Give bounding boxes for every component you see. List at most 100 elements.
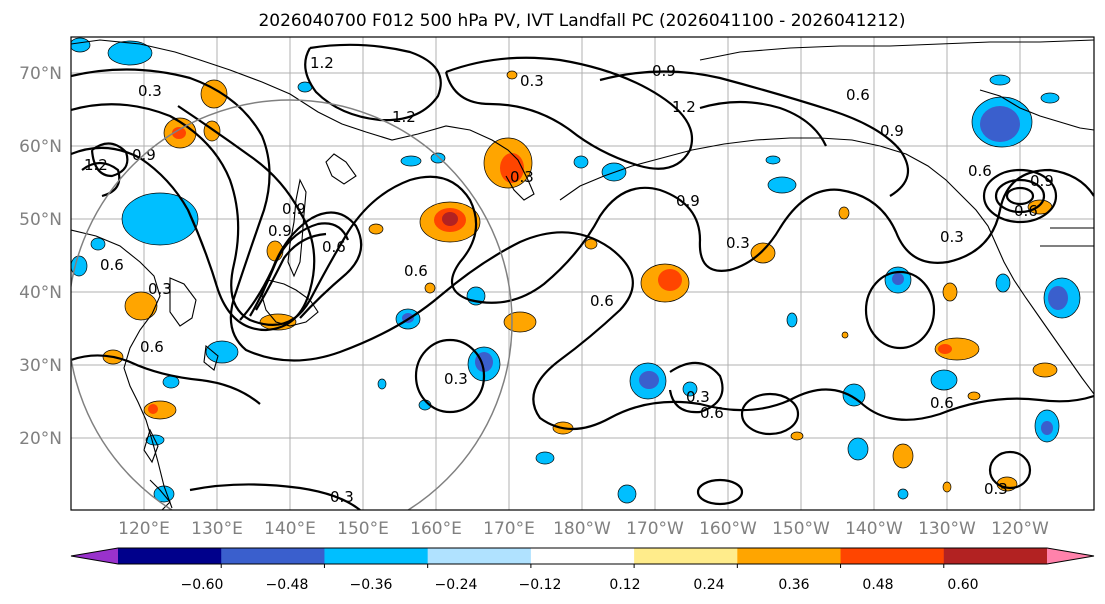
colorbar-segment <box>840 548 945 564</box>
pv-contour-0.6-south <box>71 68 1094 430</box>
lon-label-140w: 140°W <box>845 519 903 539</box>
shade-positive <box>838 206 850 220</box>
shade-negative <box>377 378 387 390</box>
shade-positive <box>124 291 158 321</box>
lon-label-120e: 120°E <box>118 519 170 539</box>
contour-label: 0.3 <box>520 72 544 90</box>
colorbar-extend-max <box>1047 548 1094 564</box>
contour-label: 0.9 <box>676 192 700 210</box>
coastlines <box>71 39 1094 510</box>
colorbar-tick-label: 0.48 <box>862 577 893 593</box>
colorbar-tick-label: −0.48 <box>266 577 309 593</box>
gridlines <box>71 37 1094 510</box>
coast-china <box>71 229 173 509</box>
shade-negative <box>1048 286 1068 310</box>
shade-positive <box>790 431 804 441</box>
pv-contour-trough-inner-3 <box>255 232 327 311</box>
figure-title: 2026040700 F012 500 hPa PV, IVT Landfall… <box>258 11 905 31</box>
pv-contour-trough-inner-2 <box>249 222 350 317</box>
coast-canada <box>979 89 1094 131</box>
pv-contour-se-closed <box>988 450 1032 490</box>
pv-contour-1.2-north <box>304 43 442 122</box>
shade-negative <box>892 273 904 285</box>
colorbar-segment <box>427 548 532 564</box>
pv-contour-0.6-south-closed <box>740 392 800 436</box>
shade-negative <box>121 192 199 246</box>
shade-negative <box>786 312 798 328</box>
contour-label: 0.9 <box>282 200 306 218</box>
contour-label: 0.6 <box>404 262 428 280</box>
contour-label: 0.6 <box>846 86 870 104</box>
contour-label: 1.2 <box>672 98 696 116</box>
contour-label: 0.3 <box>444 370 468 388</box>
shade-positive <box>938 344 952 354</box>
shade-negative <box>535 451 555 465</box>
shade-positive <box>368 223 384 235</box>
pv-contour-nw-small <box>90 142 129 178</box>
lat-label-60n: 60°N <box>19 137 62 157</box>
pv-contour-1.2-west <box>71 105 316 332</box>
contour-label: 0.6 <box>590 292 614 310</box>
shade-negative <box>107 40 153 66</box>
lon-label-150e: 150°E <box>337 519 389 539</box>
colorbar-tick-label: 0.60 <box>947 577 978 593</box>
landfall-region-circle <box>71 99 513 510</box>
shade-positive <box>506 70 518 80</box>
shade-positive <box>442 212 458 226</box>
pv-contour-low-inner <box>1005 186 1035 206</box>
shade-positive <box>584 238 598 250</box>
lon-label-170e: 170°E <box>483 519 535 539</box>
lon-label-180w: 180°W <box>553 519 611 539</box>
pv-contour-1.2-alaska <box>699 100 827 147</box>
shade-positive <box>1032 362 1058 378</box>
lon-label-140e: 140°E <box>264 519 316 539</box>
contour-label: 0.6 <box>100 256 124 274</box>
shade-negative <box>765 155 781 165</box>
shade-negative <box>617 484 637 504</box>
lon-label-130e: 130°E <box>191 519 243 539</box>
contour-label: 1.2 <box>392 108 416 126</box>
coast-ryukyu <box>203 344 219 371</box>
contour-label: 0.9 <box>1030 172 1054 190</box>
shade-negative <box>847 437 869 461</box>
lat-label-20n: 20°N <box>19 429 62 449</box>
pv-contour-south-closed <box>696 478 744 506</box>
pc-shading <box>71 37 1081 504</box>
pv-contour-0.3-closed <box>414 338 486 414</box>
shade-positive <box>424 282 436 294</box>
contour-label: 0.3 <box>510 168 534 186</box>
coast-arctic <box>699 39 1094 61</box>
contour-label: 0.6 <box>1014 202 1038 220</box>
colorbar-tick-label: −0.12 <box>519 577 562 593</box>
coast-alaska-west-coast <box>559 137 1094 395</box>
colorbar <box>70 547 1095 568</box>
lat-label-30n: 30°N <box>19 356 62 376</box>
pv-contour-low-mid <box>994 178 1046 214</box>
contour-label: 0.3 <box>940 228 964 246</box>
lat-label-40n: 40°N <box>19 283 62 303</box>
contour-label: 0.6 <box>968 162 992 180</box>
colorbar-tick-label: 0.24 <box>693 577 724 593</box>
coast-asia-north <box>71 39 535 201</box>
lon-label-120w: 120°W <box>991 519 1049 539</box>
lon-label-160w: 160°W <box>699 519 757 539</box>
longitude-labels: 120°E 130°E 140°E 150°E 160°E 170°E 180°… <box>118 519 1049 539</box>
shade-negative <box>90 237 106 251</box>
pv-contour-0.9 <box>71 103 1094 326</box>
contour-label: 1.2 <box>310 54 334 72</box>
contour-label: 1.2 <box>84 156 108 174</box>
colorbar-tick-label: 0.12 <box>609 577 640 593</box>
shade-positive <box>934 337 980 361</box>
pv-contour-nw-small-2 <box>81 161 121 198</box>
colorbar-extend-min <box>71 548 118 564</box>
contour-label: 0.6 <box>322 238 346 256</box>
pv-contour-east-closed <box>864 270 936 350</box>
shade-negative <box>989 74 1011 86</box>
contour-label: 0.9 <box>652 62 676 80</box>
coast-kamchatka <box>325 153 357 185</box>
contour-label: 0.6 <box>700 404 724 422</box>
colorbar-segment <box>530 548 635 564</box>
shade-negative <box>71 37 91 53</box>
contour-label: 0.3 <box>984 480 1008 498</box>
